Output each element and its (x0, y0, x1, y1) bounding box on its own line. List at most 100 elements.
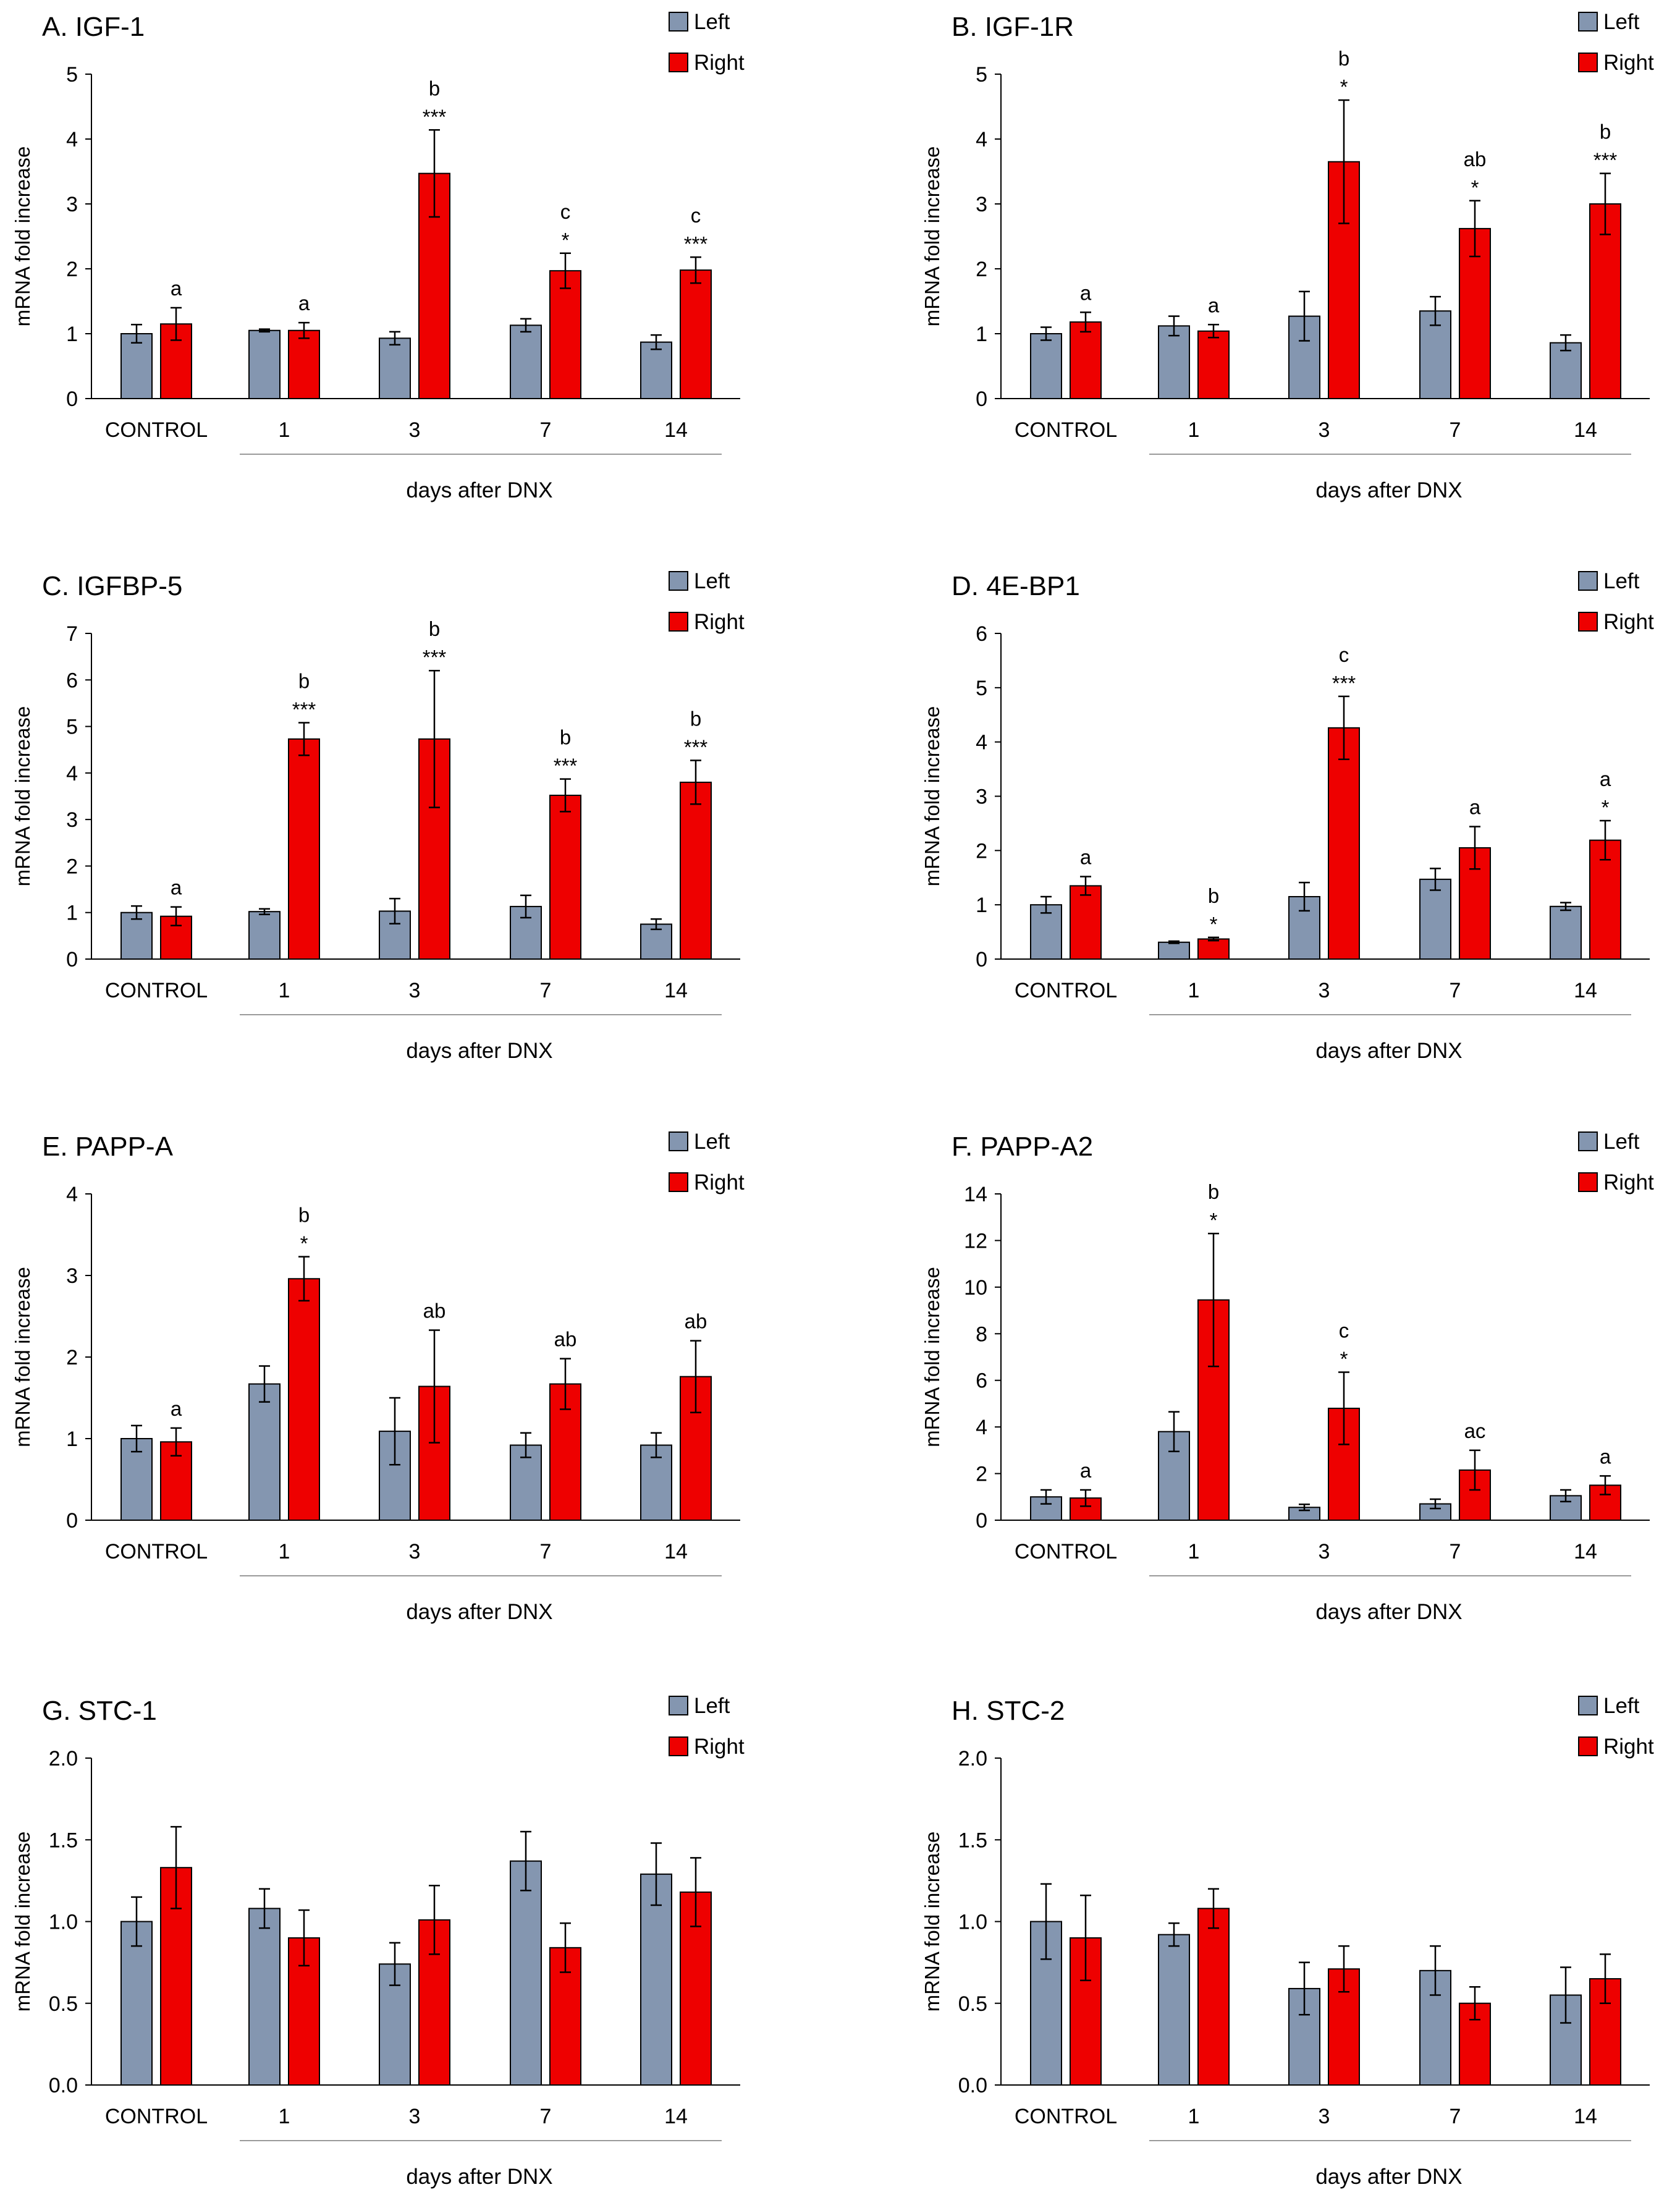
x-category-label: CONTROL (105, 979, 208, 1002)
bar-right (680, 781, 712, 960)
y-axis-label: mRNA fold increase (11, 146, 34, 327)
y-tick-label: 0 (976, 948, 987, 971)
y-tick-label: 4 (66, 128, 78, 151)
y-axis-label: mRNA fold increase (921, 146, 943, 327)
y-tick-label: 1 (976, 894, 987, 917)
bar-right (549, 270, 581, 399)
y-tick-label: 7 (66, 622, 78, 646)
y-tick-label: 14 (964, 1183, 987, 1206)
bar-right (1070, 885, 1102, 960)
y-tick-label: 2 (66, 855, 78, 878)
bar-left (1158, 1934, 1190, 2086)
group-letter: a (171, 277, 182, 300)
bar-right (288, 329, 320, 399)
y-tick-label: 0 (66, 1509, 78, 1533)
x-category-label: 7 (540, 418, 552, 442)
y-tick-label: 0 (976, 387, 987, 411)
x-category-label: 14 (1574, 1540, 1597, 1563)
legend-swatch-right (669, 1736, 688, 1756)
chart-panel-d: D. 4E-BP1 0 1 2 3 4 5 6 mRNA fold increase CONTRO… (921, 569, 1654, 1063)
y-tick-label: 3 (976, 193, 987, 216)
chart-panel-e: E. PAPP-A 0 1 2 3 4 mRNA fold increase CONTROL 1… (11, 1130, 745, 1624)
legend-label-right: Right (1603, 1735, 1654, 1759)
y-tick-label: 1 (66, 902, 78, 925)
legend-swatch-left (669, 571, 688, 591)
panel-title: E. PAPP-A (42, 1131, 174, 1162)
significance-stars: *** (1593, 149, 1618, 172)
legend-label-right: Right (1603, 1170, 1654, 1195)
legend-swatch-right (669, 1172, 688, 1192)
group-letter: ab (685, 1310, 707, 1333)
y-tick-label: 0 (66, 948, 78, 971)
significance-stars: * (1210, 913, 1218, 936)
group-letter: a (1600, 1445, 1611, 1468)
bar-left (510, 324, 542, 399)
y-tick-label: 12 (964, 1229, 987, 1253)
bar-right (680, 269, 712, 399)
legend-label-left: Left (1603, 569, 1640, 593)
y-tick-label: 8 (976, 1322, 987, 1346)
x-axis-label: days after DNX (1315, 1600, 1462, 1624)
y-tick-label: 5 (976, 677, 987, 700)
legend-label-left: Left (694, 569, 730, 593)
bar-left (1158, 325, 1190, 400)
x-category-label: 1 (1188, 2105, 1200, 2128)
x-category-label: 7 (540, 2105, 552, 2128)
bar-left (248, 329, 281, 399)
x-axis-label: days after DNX (1315, 1039, 1462, 1063)
x-category-label: 3 (1319, 979, 1330, 1002)
group-letter: b (298, 670, 310, 693)
bar-left (379, 337, 411, 399)
group-letter: a (1080, 281, 1092, 304)
y-tick-label: 0.5 (49, 1992, 78, 2016)
significance-stars: * (1602, 796, 1610, 819)
y-tick-label: 1.0 (49, 1911, 78, 1934)
bar-left (248, 911, 281, 960)
group-letter: a (1208, 294, 1220, 316)
y-tick-label: 6 (976, 622, 987, 646)
bar-right (1197, 938, 1230, 960)
group-letter: b (1208, 884, 1219, 907)
bar-left (640, 341, 672, 400)
legend-label-right: Right (694, 610, 745, 634)
x-axis-label: days after DNX (1315, 478, 1462, 502)
legend-label-right: Right (694, 51, 745, 75)
significance-stars: *** (684, 232, 708, 255)
y-tick-label: 4 (976, 731, 987, 755)
y-tick-label: 4 (976, 128, 987, 151)
bar-left (248, 1383, 281, 1521)
y-tick-label: 2 (976, 1463, 987, 1486)
group-letter: c (560, 200, 571, 223)
x-category-label: 14 (664, 418, 688, 442)
y-tick-label: 0.0 (958, 2074, 987, 2097)
group-letter: b (1600, 121, 1611, 143)
y-tick-label: 1.5 (49, 1829, 78, 1852)
x-category-label: 3 (409, 1540, 421, 1563)
x-category-label: 14 (664, 979, 688, 1002)
bar-left (640, 1873, 672, 2086)
x-category-label: 3 (409, 2105, 421, 2128)
x-category-label: 1 (279, 979, 290, 1002)
group-letter: a (171, 1397, 182, 1420)
group-letter: a (1600, 768, 1611, 790)
panel-title: H. STC-2 (952, 1696, 1065, 1726)
y-axis-label: mRNA fold increase (11, 1267, 34, 1447)
bar-right (288, 738, 320, 960)
bar-left (1550, 905, 1582, 960)
panel-title: D. 4E-BP1 (952, 571, 1080, 601)
bar-left (1419, 878, 1451, 960)
y-tick-label: 5 (66, 63, 78, 87)
legend-swatch-left (669, 1131, 688, 1151)
bar-left (1030, 904, 1062, 960)
x-category-label: CONTROL (105, 418, 208, 442)
panel-title: B. IGF-1R (952, 12, 1074, 42)
bar-left (1158, 941, 1190, 960)
x-axis-label: days after DNX (406, 1600, 552, 1624)
x-category-label: 1 (279, 2105, 290, 2128)
x-axis-label: days after DNX (1315, 2165, 1462, 2189)
significance-stars: *** (1332, 672, 1356, 695)
legend-label-left: Left (1603, 1130, 1640, 1154)
y-tick-label: 3 (66, 808, 78, 832)
y-tick-label: 2 (976, 258, 987, 281)
